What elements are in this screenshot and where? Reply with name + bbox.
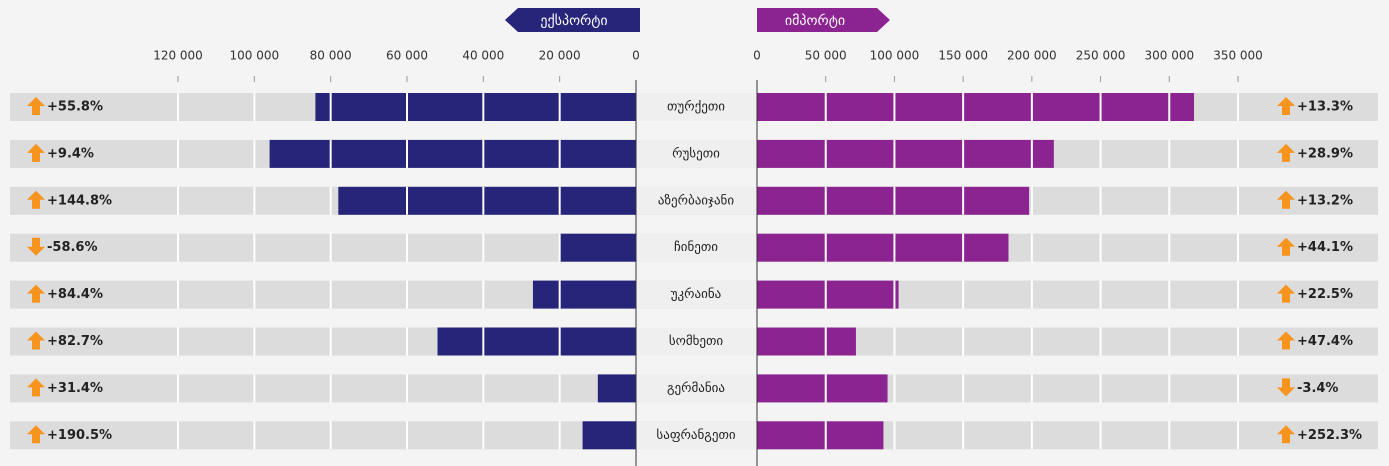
category-cell <box>636 233 757 262</box>
up-arrow <box>1277 237 1295 256</box>
import-title: იმპორტი <box>785 12 845 29</box>
bar <box>338 186 636 215</box>
change-label: +28.9% <box>1297 146 1353 161</box>
bar <box>757 421 884 450</box>
x-tick-label: 0 <box>632 49 640 63</box>
bar <box>559 233 636 262</box>
bar <box>269 139 636 168</box>
bar <box>757 93 1195 121</box>
category-label: აზერბაიჯანი <box>658 193 734 208</box>
bar <box>582 421 636 450</box>
change-label: +13.3% <box>1297 100 1353 115</box>
category-label: რუსეთი <box>672 146 720 161</box>
change-label: +82.7% <box>47 334 103 349</box>
change-label: +84.4% <box>47 287 103 302</box>
bar <box>597 374 636 403</box>
category-label: გერმანია <box>667 381 725 396</box>
bar <box>757 327 856 356</box>
x-tick-label: 350 000 <box>1213 49 1263 63</box>
x-tick-label: 20 000 <box>539 49 581 63</box>
bar <box>757 233 1009 262</box>
bar <box>437 327 636 356</box>
bar <box>532 280 636 309</box>
export-tag <box>505 8 640 32</box>
down-arrow <box>1277 378 1295 397</box>
bar <box>757 186 1030 215</box>
up-arrow <box>1277 143 1295 162</box>
up-arrow <box>27 143 45 162</box>
category-label: თურქეთი <box>667 100 725 115</box>
category-cell <box>636 139 757 168</box>
change-label: +44.1% <box>1297 240 1353 255</box>
x-tick-label: 200 000 <box>1007 49 1057 63</box>
change-label: +47.4% <box>1297 334 1353 349</box>
up-arrow <box>1277 331 1295 350</box>
x-tick-label: 0 <box>753 49 761 63</box>
category-cell <box>636 327 757 356</box>
change-label: -3.4% <box>1297 381 1338 396</box>
x-tick-label: 40 000 <box>462 49 504 63</box>
x-tick-label: 120 000 <box>153 49 203 63</box>
change-label: +144.8% <box>47 193 112 208</box>
bar <box>315 93 636 121</box>
up-arrow <box>27 97 45 115</box>
up-arrow <box>27 190 45 209</box>
change-label: +31.4% <box>47 381 103 396</box>
bar <box>757 280 899 309</box>
x-tick-label: 300 000 <box>1144 49 1194 63</box>
bar <box>757 139 1054 168</box>
category-cell <box>636 93 757 121</box>
category-cell <box>636 374 757 403</box>
change-label: -58.6% <box>47 240 98 255</box>
up-arrow <box>27 284 45 303</box>
down-arrow <box>27 237 45 256</box>
x-tick-label: 150 000 <box>938 49 988 63</box>
change-label: +9.4% <box>47 146 94 161</box>
import-tag <box>757 8 890 32</box>
up-arrow <box>1277 284 1295 303</box>
change-label: +252.3% <box>1297 428 1362 443</box>
category-cell <box>636 186 757 215</box>
up-arrow <box>27 425 45 444</box>
export-title: ექსპორტი <box>540 12 607 29</box>
category-label: უკრაინა <box>671 287 722 302</box>
up-arrow <box>1277 190 1295 209</box>
x-tick-label: 50 000 <box>805 49 847 63</box>
category-label: ჩინეთი <box>674 240 718 255</box>
change-label: +22.5% <box>1297 287 1353 302</box>
change-label: +13.2% <box>1297 193 1353 208</box>
category-cell <box>636 421 757 450</box>
bar <box>757 374 888 403</box>
change-label: +190.5% <box>47 428 112 443</box>
up-arrow <box>1277 97 1295 115</box>
change-label: +55.8% <box>47 100 103 115</box>
x-tick-label: 100 000 <box>230 49 280 63</box>
category-label: სომხეთი <box>669 334 724 349</box>
up-arrow <box>27 378 45 397</box>
x-tick-label: 100 000 <box>870 49 920 63</box>
up-arrow <box>1277 425 1295 444</box>
up-arrow <box>27 331 45 350</box>
x-tick-label: 60 000 <box>386 49 428 63</box>
x-tick-label: 80 000 <box>310 49 352 63</box>
category-label: საფრანგეთი <box>656 428 735 443</box>
x-tick-label: 250 000 <box>1076 49 1126 63</box>
category-cell <box>636 280 757 309</box>
